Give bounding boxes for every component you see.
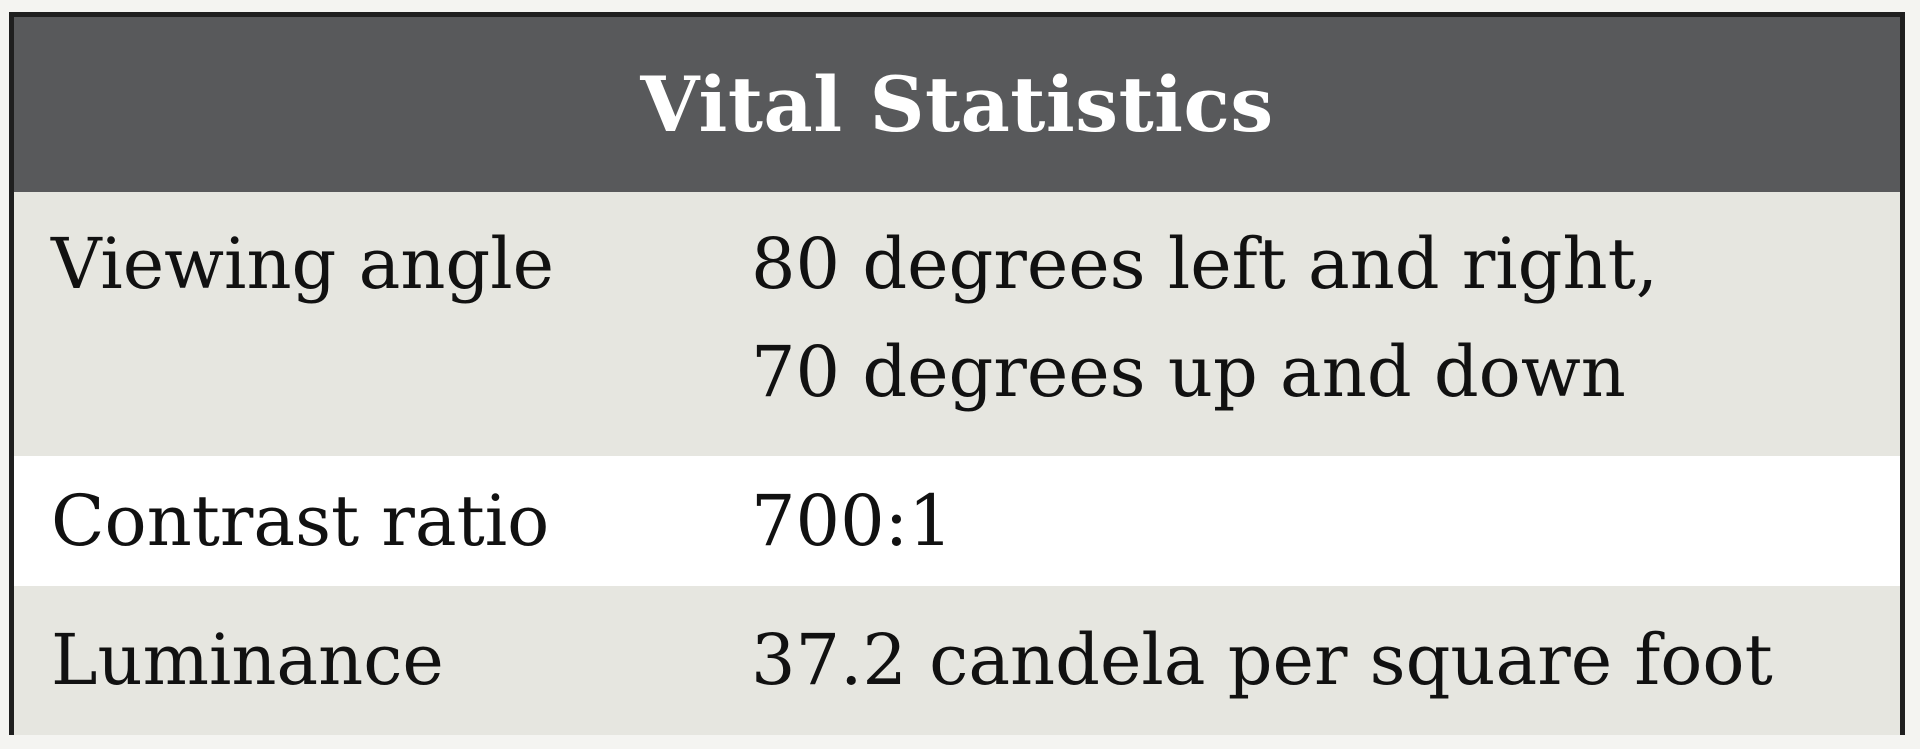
row-value-line: 80 degrees left and right, (751, 223, 1658, 305)
table-row-contrast-ratio: Contrast ratio 700:1 (14, 456, 1900, 586)
row-value-line: 37.2 candela per square foot (751, 619, 1773, 701)
vital-statistics-table: Vital Statistics Viewing angle 80 degree… (9, 12, 1905, 735)
row-value: 80 degrees left and right, 70 degrees up… (751, 210, 1658, 426)
row-label: Contrast ratio (51, 480, 550, 562)
table-title: Vital Statistics (640, 60, 1274, 149)
table-row-viewing-angle: Viewing angle 80 degrees left and right,… (14, 192, 1900, 456)
row-value: 37.2 candela per square foot (751, 606, 1773, 714)
row-value-line: 70 degrees up and down (751, 331, 1626, 413)
table-header: Vital Statistics (14, 17, 1900, 192)
row-value: 700:1 (751, 467, 953, 575)
table-row-luminance: Luminance 37.2 candela per square foot (14, 586, 1900, 735)
row-label: Viewing angle (51, 223, 555, 305)
row-value-line: 700:1 (751, 480, 953, 562)
row-label: Luminance (51, 619, 444, 701)
